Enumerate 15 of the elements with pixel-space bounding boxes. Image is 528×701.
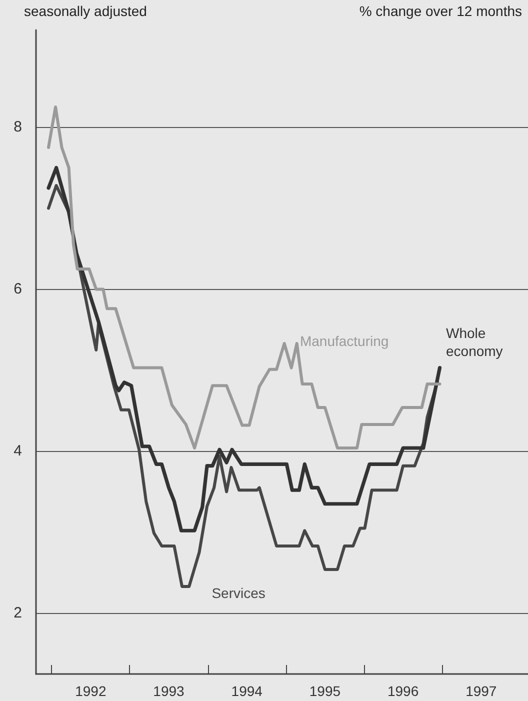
- x-tick-label: 1993: [153, 683, 185, 699]
- x-tick-label: 1996: [387, 683, 419, 699]
- y-axis-title: % change over 12 months: [359, 3, 522, 19]
- x-tick-label: 1995: [309, 683, 341, 699]
- series-label: Whole economy: [446, 324, 503, 359]
- series-label: Manufacturing: [300, 333, 389, 350]
- chart-subtitle: seasonally adjusted: [24, 3, 147, 19]
- y-tick-label: 6: [14, 280, 22, 298]
- x-tick-label: 1992: [75, 683, 106, 699]
- x-tick-label: 1994: [231, 683, 263, 699]
- y-tick-label: 4: [14, 442, 22, 460]
- series-label: Services: [212, 584, 266, 601]
- y-tick-label: 8: [14, 118, 22, 136]
- y-tick-label: 2: [14, 604, 22, 622]
- x-tick-label: 1997: [466, 683, 497, 699]
